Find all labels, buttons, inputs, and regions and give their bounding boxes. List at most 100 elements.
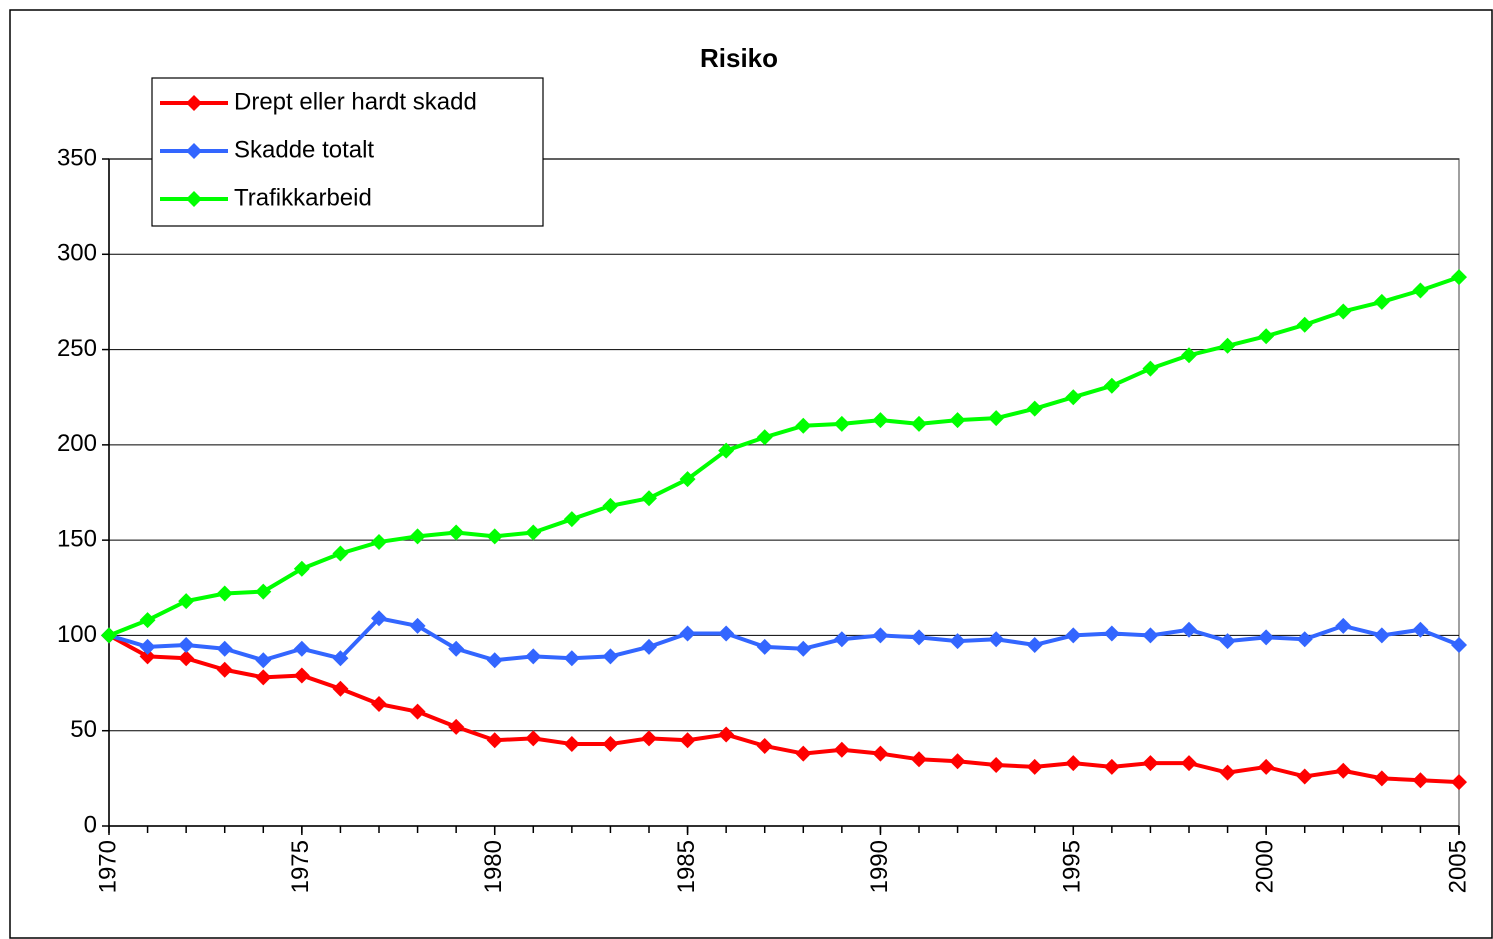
legend-marker (186, 143, 202, 159)
data-point (756, 429, 773, 446)
data-point (139, 612, 156, 629)
x-tick-label: 1970 (94, 840, 121, 893)
legend-label: Drept eller hardt skadd (234, 88, 477, 115)
data-point (1103, 758, 1120, 775)
data-point (641, 490, 657, 507)
data-point (216, 585, 233, 602)
data-point (255, 652, 272, 669)
data-point (563, 736, 580, 753)
y-tick-label: 100 (57, 621, 97, 648)
data-point (756, 737, 773, 754)
data-point (1451, 636, 1467, 653)
data-point (602, 736, 619, 753)
y-tick-label: 200 (57, 430, 97, 457)
data-point (1258, 758, 1275, 775)
data-point (255, 669, 272, 686)
data-point (1335, 617, 1352, 634)
data-point (911, 629, 927, 646)
x-tick-label: 1995 (1059, 840, 1086, 893)
x-tick-label: 1980 (480, 840, 507, 893)
data-point (872, 745, 889, 762)
data-point (1219, 633, 1236, 650)
data-point (486, 732, 503, 749)
y-tick-label: 150 (57, 525, 97, 552)
data-point (1026, 758, 1043, 775)
data-point (679, 732, 696, 749)
data-point (1181, 755, 1197, 772)
data-point (1373, 770, 1390, 787)
x-tick-label: 2005 (1444, 840, 1471, 893)
data-point (602, 497, 619, 514)
data-point (1258, 328, 1275, 345)
data-point (756, 638, 773, 655)
data-point (409, 617, 426, 634)
data-point (1103, 377, 1120, 394)
data-point (1181, 621, 1197, 638)
data-point (371, 534, 387, 551)
data-point (1142, 755, 1159, 772)
x-tick-label: 1990 (866, 840, 893, 893)
data-point (448, 640, 465, 657)
data-point (1451, 269, 1467, 286)
data-point (833, 415, 850, 432)
data-point (795, 640, 812, 657)
data-point (1412, 621, 1429, 638)
data-point (178, 650, 195, 667)
data-point (1219, 764, 1236, 781)
data-point (911, 415, 927, 432)
data-point (795, 745, 812, 762)
data-point (718, 442, 735, 459)
data-point (872, 627, 889, 644)
legend-label: Trafikkarbeid (234, 184, 372, 211)
data-point (1103, 625, 1120, 642)
data-point (1142, 360, 1159, 377)
data-point (1412, 282, 1429, 299)
data-point (1026, 400, 1043, 417)
data-point (101, 627, 117, 644)
data-point (216, 661, 233, 678)
data-point (679, 471, 696, 488)
data-point (448, 524, 465, 541)
data-point (911, 751, 927, 768)
data-point (178, 636, 195, 653)
series-line (108, 275, 1460, 638)
x-tick-label: 2000 (1251, 840, 1278, 893)
data-point (833, 631, 850, 648)
data-point (1412, 772, 1429, 789)
data-point (1335, 762, 1352, 779)
data-point (371, 696, 387, 713)
legend-label: Skadde totalt (234, 136, 374, 163)
data-point (1219, 337, 1236, 354)
data-point (602, 648, 619, 665)
data-point (332, 680, 349, 697)
data-point (216, 640, 233, 657)
data-point (332, 650, 349, 667)
chart-title: Risiko (700, 43, 778, 73)
data-point (1065, 627, 1082, 644)
x-tick-label: 1985 (673, 840, 700, 893)
data-point (988, 631, 1005, 648)
data-point (563, 511, 580, 528)
data-point (525, 730, 542, 747)
data-point (1258, 629, 1275, 646)
data-point (1065, 755, 1082, 772)
data-point (255, 583, 272, 600)
data-point (409, 528, 426, 545)
data-point (1296, 768, 1313, 785)
data-point (293, 640, 310, 657)
data-point (1296, 631, 1313, 648)
y-tick-label: 250 (57, 335, 97, 362)
data-point (525, 524, 542, 541)
data-point (949, 412, 966, 429)
data-point (641, 638, 657, 655)
data-point (949, 633, 966, 650)
data-point (563, 650, 580, 667)
data-point (332, 545, 349, 562)
legend-marker (186, 95, 202, 111)
data-point (293, 667, 310, 684)
data-point (1373, 293, 1390, 310)
y-tick-label: 300 (57, 240, 97, 267)
data-point (795, 417, 812, 434)
x-tick-label: 1975 (287, 840, 314, 893)
data-point (178, 593, 195, 610)
